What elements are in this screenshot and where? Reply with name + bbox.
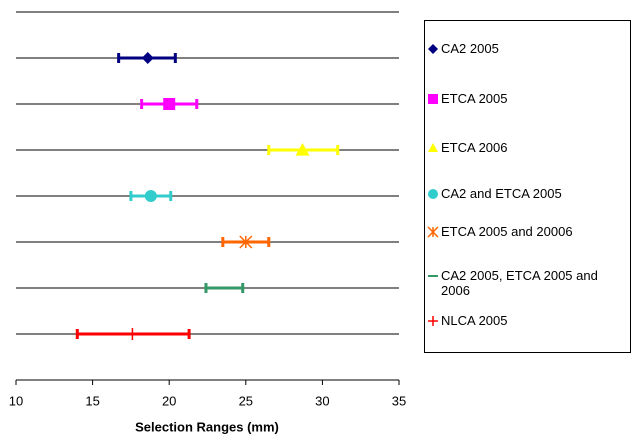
legend-icon	[427, 226, 439, 238]
x-tick-label: 15	[85, 393, 99, 408]
marker	[427, 226, 439, 238]
legend-label: CA2 2005, ETCA 2005 and 2006	[441, 268, 598, 298]
legend-icon	[428, 44, 438, 54]
chart: Selection Ranges (mm) 10 15 20 25 30 35	[9, 11, 406, 434]
x-tick-label: 10	[9, 393, 23, 408]
x-tick-label: 30	[315, 393, 329, 408]
marker	[428, 316, 438, 326]
legend-item: ETCA 2005	[427, 91, 627, 106]
legend-label: CA2 and ETCA 2005	[441, 186, 562, 201]
legend-icon	[428, 143, 438, 152]
legend-label: ETCA 2006	[441, 140, 508, 155]
marker	[239, 235, 253, 249]
legend-item: CA2 2005	[427, 41, 627, 56]
legend-icon	[428, 275, 438, 277]
legend-label: ETCA 2005	[441, 91, 508, 106]
legend-icon	[428, 189, 438, 199]
legend: CA2 2005 ETCA 2005 ETCA 2006 CA2 and ETCA 2…	[424, 20, 631, 353]
legend-item: CA2 2005, ETCA 2005 and 2006	[427, 268, 627, 298]
x-tick-label: 35	[392, 393, 406, 408]
marker	[428, 44, 438, 54]
marker	[428, 94, 438, 104]
marker	[141, 52, 154, 64]
marker	[295, 143, 310, 156]
legend-label: ETCA 2005 and 20006	[441, 224, 573, 239]
marker	[163, 98, 176, 110]
legend-item: ETCA 2005 and 20006	[427, 224, 627, 239]
legend-label: CA2 2005	[441, 41, 499, 56]
legend-label: NLCA 2005	[441, 313, 508, 328]
legend-icon	[428, 316, 438, 326]
marker	[428, 143, 438, 152]
marker	[428, 189, 438, 199]
x-tick-label: 25	[239, 393, 253, 408]
marker	[126, 328, 139, 340]
x-axis-title: Selection Ranges (mm)	[135, 419, 279, 434]
legend-item: NLCA 2005	[427, 313, 627, 328]
marker	[144, 190, 157, 202]
legend-icon	[428, 94, 438, 104]
legend-item: CA2 and ETCA 2005	[427, 186, 627, 201]
legend-item: ETCA 2006	[427, 140, 627, 155]
x-tick-label: 20	[162, 393, 176, 408]
